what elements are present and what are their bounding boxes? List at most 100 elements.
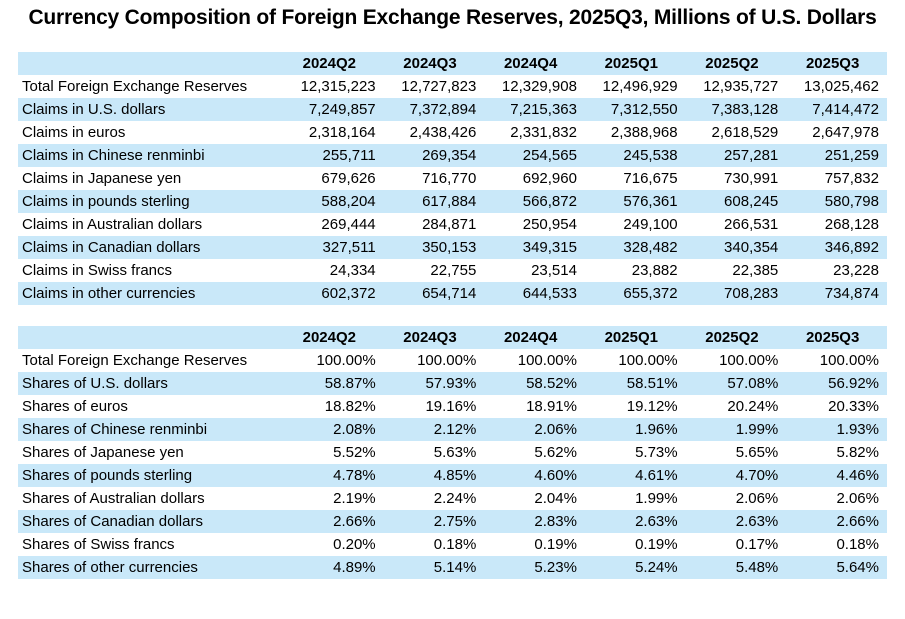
value-cell: 12,727,823: [401, 77, 477, 95]
column-header: 2024Q4: [484, 325, 585, 349]
value-cell: 4.78%: [333, 466, 376, 484]
value-cell: 5.24%: [635, 558, 678, 576]
value-cell: 679,626: [321, 169, 376, 187]
value-cell: 566,872: [522, 192, 577, 210]
table-row: Claims in pounds sterling 588,204 617,884 5…: [18, 189, 887, 213]
row-label: Shares of U.S. dollars: [22, 374, 168, 392]
value-cell: 2.75%: [433, 512, 477, 530]
value-cell: 2,438,426: [409, 123, 477, 141]
value-cell: 2.06%: [836, 489, 879, 507]
value-cell: 5.62%: [534, 443, 577, 461]
table-row: Shares of Japanese yen 5.52% 5.63% 5.62% 5.7…: [18, 441, 887, 464]
value-cell: 2,318,164: [308, 123, 376, 141]
value-cell: 2.66%: [333, 512, 376, 530]
value-cell: 100.00%: [719, 351, 779, 369]
value-cell: 2.08%: [333, 420, 376, 438]
table-row: Claims in euros 2,318,164 2,438,426 2,331,8…: [18, 121, 887, 144]
value-cell: 7,312,550: [610, 100, 678, 118]
row-label: Shares of Canadian dollars: [22, 512, 203, 530]
value-cell: 617,884: [422, 192, 477, 210]
value-cell: 5.14%: [433, 558, 477, 576]
value-cell: 12,496,929: [602, 77, 678, 95]
value-cell: 22,385: [732, 261, 779, 279]
value-cell: 255,711: [322, 146, 376, 164]
row-label: Shares of Swiss francs: [22, 535, 175, 553]
value-cell: 2,618,529: [711, 123, 779, 141]
value-cell: 22,755: [430, 261, 477, 279]
value-cell: 2,331,832: [510, 123, 577, 141]
value-cell: 2.63%: [735, 512, 779, 530]
row-label: Claims in U.S. dollars: [22, 100, 166, 118]
value-cell: 2.63%: [635, 512, 678, 530]
header-row: 2024Q2 2024Q3 2024Q4 2025Q1 2025Q2 2025Q3: [18, 325, 887, 349]
column-header: 2025Q1: [584, 51, 686, 75]
value-cell: 100.00%: [316, 351, 376, 369]
value-cell: 692,960: [522, 169, 577, 187]
value-cell: 284,871: [422, 215, 477, 233]
value-cell: 13,025,462: [803, 77, 879, 95]
row-label: Shares of euros: [22, 397, 128, 415]
column-header: 2024Q2: [283, 51, 384, 75]
value-cell: 644,533: [522, 284, 577, 302]
value-cell: 100.00%: [517, 351, 577, 369]
row-label: Claims in Chinese renminbi: [22, 146, 205, 164]
row-label: Claims in pounds sterling: [22, 192, 190, 210]
value-cell: 12,329,908: [501, 77, 577, 95]
value-cell: 576,361: [623, 192, 678, 210]
row-label: Claims in Swiss francs: [22, 261, 173, 279]
value-cell: 580,798: [824, 192, 879, 210]
table-row: Shares of Chinese renminbi 2.08% 2.12% 2.06…: [18, 417, 887, 441]
value-cell: 4.61%: [635, 466, 678, 484]
table-row: Shares of euros 18.82% 19.16% 18.91% 19.12% 2…: [18, 395, 887, 418]
column-header: 2025Q3: [786, 325, 887, 349]
value-cell: 2,388,968: [610, 123, 678, 141]
value-cell: 269,354: [422, 146, 477, 164]
value-cell: 0.19%: [534, 535, 577, 553]
value-cell: 100.00%: [417, 351, 477, 369]
table-row: Shares of other currencies 4.89% 5.14% 5.23…: [18, 555, 887, 579]
row-label: Shares of Australian dollars: [22, 489, 205, 507]
value-cell: 250,954: [522, 215, 577, 233]
value-cell: 5.52%: [333, 443, 376, 461]
value-cell: 708,283: [724, 284, 779, 302]
value-cell: 0.17%: [735, 535, 779, 553]
table-row: Claims in Swiss francs 24,334 22,755 23,514…: [18, 259, 887, 282]
value-cell: 58.52%: [526, 374, 577, 392]
value-cell: 2.06%: [735, 489, 779, 507]
value-cell: 1.99%: [635, 489, 678, 507]
value-cell: 350,153: [422, 238, 477, 256]
value-cell: 56.92%: [828, 374, 879, 392]
value-cell: 18.82%: [324, 397, 376, 415]
table-row: Claims in other currencies 602,372 654,714…: [18, 281, 887, 305]
row-label: Claims in other currencies: [22, 284, 196, 302]
column-header: 2025Q1: [584, 325, 686, 349]
column-header: 2025Q3: [786, 51, 887, 75]
value-cell: 5.48%: [735, 558, 779, 576]
row-label: Total Foreign Exchange Reserves: [22, 77, 248, 95]
value-cell: 24,334: [329, 261, 376, 279]
value-cell: 5.65%: [735, 443, 779, 461]
value-cell: 257,281: [724, 146, 779, 164]
value-cell: 2,647,978: [812, 123, 879, 141]
value-cell: 4.89%: [333, 558, 376, 576]
column-header: 2024Q3: [383, 51, 485, 75]
value-cell: 5.63%: [433, 443, 477, 461]
value-cell: 0.18%: [836, 535, 879, 553]
column-header: 2024Q2: [283, 325, 384, 349]
value-cell: 0.19%: [635, 535, 678, 553]
table-row: Total Foreign Exchange Reserves 12,315,22…: [18, 75, 887, 98]
value-cell: 268,128: [824, 215, 879, 233]
value-cell: 57.93%: [425, 374, 477, 392]
value-cell: 100.00%: [618, 351, 678, 369]
value-cell: 730,991: [724, 169, 779, 187]
value-cell: 4.46%: [836, 466, 879, 484]
value-cell: 20.24%: [727, 397, 779, 415]
table-row: Shares of pounds sterling 4.78% 4.85% 4.60%…: [18, 463, 887, 487]
value-cell: 734,874: [824, 284, 879, 302]
value-cell: 58.51%: [626, 374, 678, 392]
row-label: Claims in Canadian dollars: [22, 238, 201, 256]
reserves-levels-table: 2024Q2 2024Q3 2024Q4 2025Q1 2025Q2 2025Q3 Tota…: [18, 51, 887, 305]
column-header: 2025Q2: [685, 51, 787, 75]
value-cell: 12,315,223: [300, 77, 376, 95]
value-cell: 7,414,472: [812, 100, 879, 118]
